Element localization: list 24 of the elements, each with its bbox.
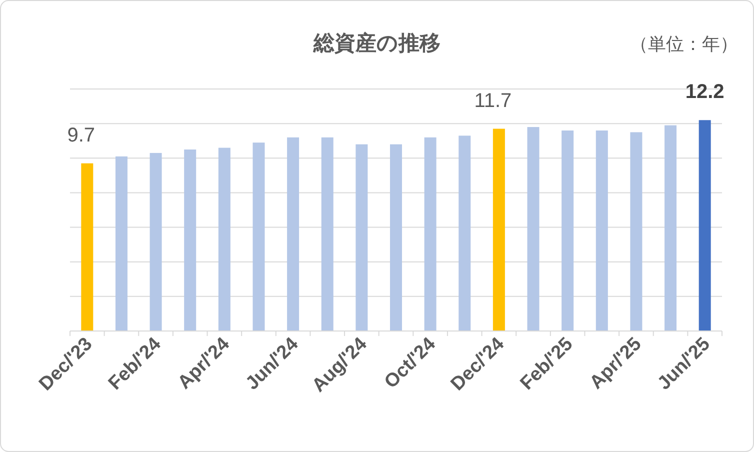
bar <box>252 142 265 331</box>
bar <box>698 120 711 331</box>
data-label: 9.7 <box>67 124 96 146</box>
bar <box>424 137 436 331</box>
bar <box>287 137 300 331</box>
data-label: 11.7 <box>474 90 512 112</box>
chart-title: 総資産の推移 <box>312 31 440 55</box>
bar <box>150 152 162 331</box>
bar <box>321 137 334 331</box>
bar <box>81 163 94 331</box>
bar <box>527 127 540 331</box>
data-label: 12.2 <box>685 81 724 104</box>
bar <box>664 125 677 331</box>
bar <box>630 132 642 331</box>
bar <box>492 128 505 331</box>
bar <box>458 136 471 331</box>
bar <box>596 130 608 331</box>
bar <box>390 144 402 331</box>
bar <box>356 144 368 331</box>
bar <box>115 156 128 331</box>
text: （単位：年） <box>630 34 738 54</box>
bar <box>218 148 230 331</box>
bar <box>562 130 574 331</box>
bar <box>184 150 196 331</box>
